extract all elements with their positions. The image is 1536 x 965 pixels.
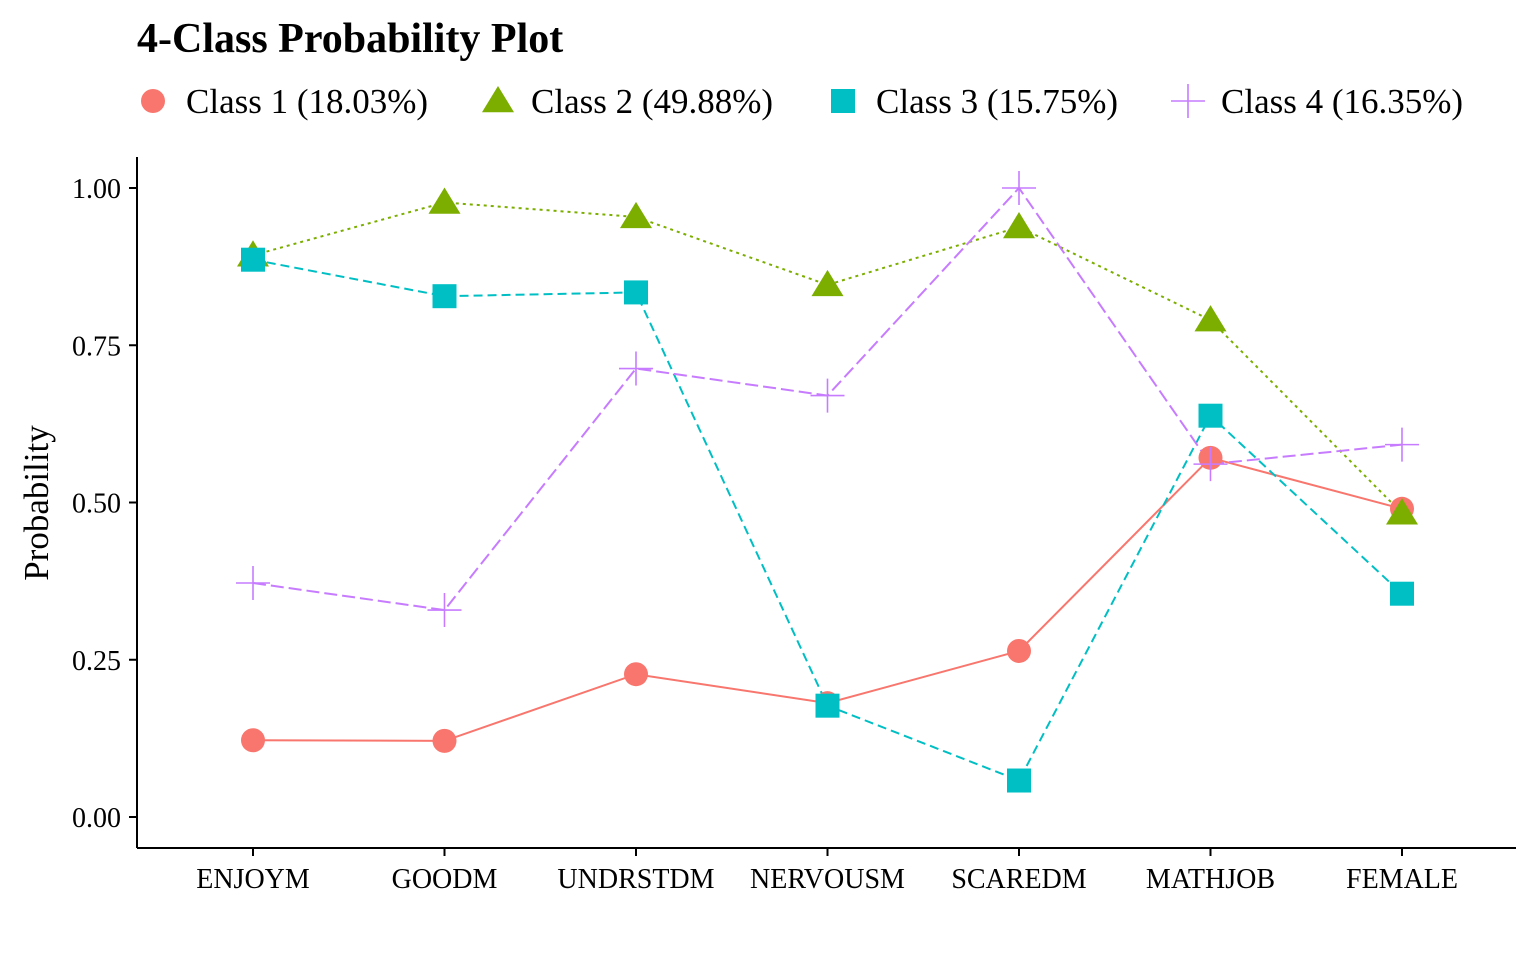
series-markers-2	[237, 187, 1418, 525]
y-tick-label: 0.75	[72, 331, 121, 362]
chart-title: 4-Class Probability Plot	[137, 16, 563, 62]
legend-key-2	[482, 86, 514, 113]
legend-label: Class 4 (16.35%)	[1221, 82, 1463, 121]
data-point-class-4	[236, 566, 270, 601]
data-point-class-3	[1390, 581, 1414, 606]
data-point-class-3	[624, 280, 648, 305]
data-point-class-2	[620, 201, 652, 229]
data-point-class-4	[619, 351, 653, 386]
y-tick-label: 0.50	[72, 489, 121, 520]
legend-item-3: Class 3 (15.75%)	[831, 82, 1118, 121]
data-point-class-4	[1193, 447, 1228, 482]
legend: Class 1 (18.03%) Class 2 (49.88%) Class 3 …	[141, 82, 1463, 121]
legend-key-1	[141, 89, 165, 113]
x-tick-label: SCAREDM	[951, 864, 1086, 895]
legend-label: Class 1 (18.03%)	[186, 82, 428, 121]
y-tick-label: 1.00	[72, 174, 121, 205]
data-point-class-1	[241, 728, 265, 753]
data-point-class-1	[1007, 638, 1031, 663]
y-axis-title: Probability	[17, 425, 56, 581]
x-tick-label: UNDRSTDM	[557, 864, 714, 895]
data-point-class-1	[432, 728, 457, 753]
data-point-class-2	[811, 269, 844, 297]
data-point-class-3	[432, 284, 457, 309]
legend-label: Class 3 (15.75%)	[876, 82, 1118, 121]
data-point-class-3	[1007, 768, 1031, 793]
x-tick-label: FEMALE	[1346, 864, 1458, 895]
data-point-class-2	[428, 187, 461, 214]
y-tick-label: 0.00	[72, 803, 121, 834]
legend-key-3	[831, 89, 855, 113]
data-point-class-4	[810, 378, 845, 413]
data-point-class-3	[241, 247, 265, 272]
x-tick-label: NERVOUSM	[750, 864, 905, 895]
plot-area: 0.00 0.25 0.50 0.75 1.00 ENJOYM GOODM UNDRSTDM N…	[72, 157, 1516, 895]
data-point-class-2	[1194, 305, 1227, 332]
data-point-class-4	[427, 593, 462, 628]
x-tick-label: ENJOYM	[196, 864, 310, 895]
legend-key-4	[1171, 84, 1205, 118]
series-markers-3	[241, 247, 1414, 793]
legend-item-4: Class 4 (16.35%)	[1171, 82, 1463, 121]
legend-label: Class 2 (49.88%)	[531, 82, 773, 121]
series-2	[252, 201, 1403, 514]
x-tick-label: GOODM	[392, 864, 498, 895]
data-point-class-3	[815, 693, 840, 718]
data-point-class-3	[1198, 403, 1223, 428]
data-point-class-4	[1002, 171, 1036, 205]
legend-item-1: Class 1 (18.03%)	[141, 82, 428, 121]
x-tick-label: MATHJOB	[1146, 864, 1275, 895]
series-line-2	[252, 201, 1403, 514]
data-point-class-2	[1386, 498, 1418, 525]
legend-item-2: Class 2 (49.88%)	[482, 82, 773, 121]
series-markers-4	[236, 171, 1419, 628]
data-point-class-2	[1003, 211, 1035, 239]
data-point-class-1	[624, 662, 648, 687]
data-point-class-4	[1385, 427, 1419, 462]
y-tick-label: 0.25	[72, 646, 121, 677]
